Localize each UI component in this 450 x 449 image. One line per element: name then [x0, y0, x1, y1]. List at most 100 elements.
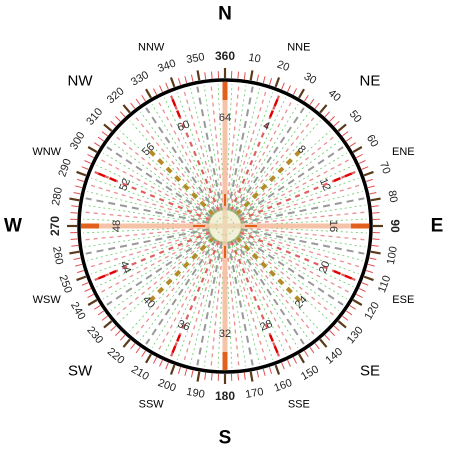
cardinal-label-n: N: [218, 4, 232, 25]
degree-label: 340: [156, 57, 177, 75]
minor-tick: [159, 359, 163, 367]
fine-spoke: [235, 120, 321, 215]
minor-tick: [281, 82, 285, 90]
degree-label: 80: [385, 189, 399, 203]
minor-tick: [130, 343, 136, 350]
minor-tick: [81, 282, 89, 286]
fine-spoke: [238, 152, 348, 219]
minor-tick: [204, 72, 207, 80]
sixteenth-spoke: [85, 197, 210, 224]
minor-tick: [324, 334, 331, 341]
thirtysecond-spoke: [225, 241, 240, 368]
major-tick: [370, 197, 381, 202]
degree-label: 120: [362, 300, 382, 322]
minor-tick: [262, 76, 266, 84]
fine-spoke: [190, 241, 222, 364]
degree-label: 50: [347, 108, 364, 125]
fine-spoke: [203, 85, 224, 211]
center-hatch: [208, 209, 242, 243]
major-tick: [87, 299, 98, 306]
minor-tick: [243, 72, 246, 80]
fine-spoke: [203, 241, 224, 367]
secondary-label-ssw: SSW: [139, 398, 165, 410]
major-tick: [87, 146, 98, 153]
compass-spokes: [81, 82, 369, 370]
minor-tick: [292, 88, 298, 95]
secondary-label-ese: ESE: [392, 294, 414, 306]
major-tick: [196, 70, 201, 81]
minor-tick: [333, 325, 340, 332]
thirtysecond-spoke: [157, 239, 219, 352]
sixteenth-spoke: [233, 238, 305, 345]
point-label: 60: [176, 118, 192, 134]
major-tick: [363, 170, 374, 177]
fine-spoke: [232, 239, 299, 349]
minor-tick: [365, 270, 373, 274]
minor-tick: [97, 310, 105, 316]
minor-tick: [269, 366, 273, 374]
major-tick: [145, 353, 152, 364]
intercardinal-label-nw: NW: [68, 73, 94, 90]
fine-spoke: [96, 232, 211, 288]
minor-tick: [304, 350, 309, 357]
thirtysecond-spoke: [210, 241, 225, 368]
secondary-label-sse: SSE: [288, 398, 310, 410]
fine-spoke: [91, 177, 211, 221]
sixteenth-spoke: [106, 146, 213, 218]
minor-tick: [73, 257, 81, 261]
minor-tick: [287, 359, 291, 367]
fine-spoke: [87, 229, 210, 261]
minor-tick: [101, 315, 108, 321]
major-tick: [337, 320, 347, 329]
degree-label: 10: [247, 52, 261, 66]
degree-label: 330: [129, 69, 151, 89]
thirtysecond-spoke: [240, 184, 362, 222]
degree-label: 250: [56, 273, 74, 294]
major-tick: [122, 338, 131, 348]
minor-tick: [97, 136, 105, 142]
major-tick: [69, 250, 80, 255]
center-inner-ring: [215, 216, 235, 236]
thirtysecond-spoke: [234, 237, 316, 337]
fine-spoke: [239, 164, 354, 220]
minor-tick: [372, 211, 380, 214]
degree-label: 130: [345, 324, 366, 346]
minor-tick: [165, 82, 169, 90]
point-label: 64: [219, 112, 231, 124]
thirtysecond-spoke: [229, 241, 267, 363]
eighth-spoke-outer: [93, 270, 117, 282]
sixteenth-spoke: [237, 234, 344, 306]
intercardinal-spoke: [234, 145, 306, 217]
thirtysecond-spoke: [240, 211, 367, 226]
minor-tick: [358, 288, 366, 292]
fine-spoke: [234, 111, 310, 214]
sixteenth-spoke: [227, 86, 254, 211]
cardinal-label-s: S: [219, 428, 232, 449]
intercardinal-spoke: [234, 235, 306, 307]
thirtysecond-spoke: [240, 230, 362, 268]
minor-tick: [349, 305, 356, 310]
fine-spoke: [129, 237, 215, 332]
minor-tick: [361, 282, 369, 286]
minor-tick: [81, 166, 89, 170]
sixteenth-spoke: [240, 197, 365, 224]
fine-spoke: [230, 92, 274, 212]
fine-spoke: [236, 130, 331, 216]
fine-spoke: [119, 130, 214, 216]
minor-tick: [345, 136, 353, 142]
minor-tick: [356, 293, 363, 299]
degree-label: 170: [244, 386, 264, 401]
major-tick: [169, 364, 176, 375]
degree-label: 60: [364, 133, 381, 150]
major-tick: [145, 88, 152, 99]
degree-label: 110: [376, 274, 393, 295]
major-tick: [363, 275, 374, 282]
thirtysecond-spoke: [229, 89, 267, 211]
degree-label: 230: [84, 324, 105, 346]
fine-spoke: [237, 141, 340, 217]
fine-spoke: [234, 238, 310, 341]
minor-tick: [287, 85, 291, 93]
minor-tick: [314, 343, 320, 350]
degree-label: 90: [388, 219, 402, 233]
